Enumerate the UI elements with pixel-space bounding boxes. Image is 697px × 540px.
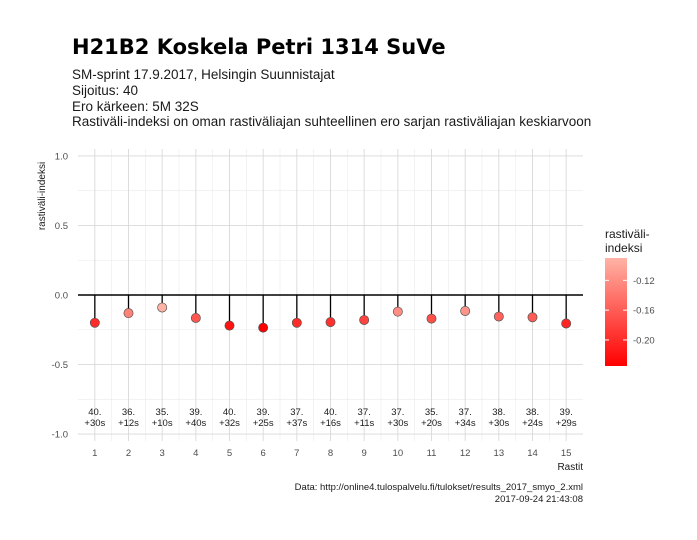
point-label-diff: +30s — [488, 418, 509, 429]
point-label-rank: 39. — [257, 407, 270, 418]
point-label-rank: 38. — [492, 407, 505, 418]
x-tick-label: 10 — [393, 448, 404, 459]
x-tick-label: 7 — [294, 448, 299, 459]
data-point — [392, 306, 403, 317]
x-tick-label: 6 — [261, 448, 266, 459]
x-tick-label: 4 — [193, 448, 198, 459]
x-tick-label: 12 — [460, 448, 471, 459]
x-axis-title: Rastit — [557, 462, 583, 473]
y-tick-label: -1.0 — [52, 430, 68, 441]
legend-title-line-1: rastiväli- — [605, 227, 650, 241]
y-tick-label: 0.0 — [55, 291, 68, 302]
point-label-rank: 36. — [122, 407, 135, 418]
x-tick-label: 3 — [160, 448, 165, 459]
point-label-diff: +34s — [455, 418, 476, 429]
x-tick-label: 13 — [494, 448, 505, 459]
x-tick-label: 5 — [227, 448, 232, 459]
point-label-rank: 38. — [526, 407, 539, 418]
legend-colorbar — [605, 258, 627, 366]
y-tick-label: 0.5 — [55, 221, 68, 232]
point-label-diff: +20s — [421, 418, 442, 429]
point-label-diff: +11s — [354, 418, 374, 429]
subtitle-line-1: SM-sprint 17.9.2017, Helsingin Suunnista… — [72, 67, 335, 82]
x-tick-label: 8 — [328, 448, 333, 459]
data-point — [258, 322, 269, 333]
data-point — [325, 317, 336, 328]
data-point — [190, 312, 201, 323]
data-point — [224, 320, 235, 331]
data-point — [359, 315, 370, 325]
point-label-rank: 40. — [223, 407, 236, 418]
point-labels: 40.+30s36.+12s35.+10s39.+40s40.+32s39.+2… — [84, 407, 576, 429]
point-label-rank: 39. — [189, 407, 202, 418]
x-tick-label: 1 — [92, 448, 97, 459]
y-axis-title: rastiväli-indeksi — [37, 162, 48, 230]
point-label-rank: 40. — [324, 407, 337, 418]
point-label-diff: +37s — [286, 418, 307, 429]
caption-timestamp: 2017-09-24 21:43:08 — [495, 494, 583, 505]
point-label-rank: 35. — [156, 407, 169, 418]
chart-title: H21B2 Koskela Petri 1314 SuVe — [72, 35, 446, 59]
x-axis: 1 2 3 4 5 6 7 8 9 10 11 12 13 14 15 — [92, 448, 571, 459]
legend-ticks: -0.12 -0.16 -0.20 — [605, 276, 655, 346]
point-label-rank: 37. — [459, 407, 472, 418]
point-label-rank: 37. — [391, 407, 404, 418]
point-label-rank: 37. — [358, 407, 371, 418]
subtitle-line-4: Rastiväli-indeksi on oman rastiväliajan … — [72, 114, 591, 129]
data-point — [426, 313, 437, 324]
y-tick-label: 1.0 — [55, 151, 68, 162]
y-axis: -1.0 -0.5 0.0 0.5 1.0 — [52, 151, 68, 440]
data-point — [291, 317, 302, 328]
point-label-diff: +12s — [118, 418, 139, 429]
legend: rastiväli- indeksi -0.12 -0.16 -0.20 — [605, 227, 655, 366]
point-label-diff: +32s — [219, 418, 240, 429]
point-label-diff: +10s — [152, 418, 173, 429]
caption-source: Data: http://online4.tulospalvelu.fi/tul… — [295, 482, 583, 493]
x-tick-label: 11 — [427, 448, 437, 459]
data-point — [89, 317, 100, 328]
point-label-diff: +30s — [84, 418, 105, 429]
data-point — [493, 311, 504, 322]
x-tick-label: 9 — [362, 448, 367, 459]
point-label-diff: +24s — [522, 418, 543, 429]
data-point — [561, 318, 572, 329]
point-label-diff: +25s — [253, 418, 274, 429]
legend-tick-label: -0.20 — [633, 335, 655, 346]
subtitle-line-2: Sijoitus: 40 — [72, 83, 138, 98]
data-point — [123, 308, 134, 319]
data-point — [460, 306, 471, 316]
legend-tick-label: -0.12 — [633, 276, 655, 287]
legend-title-line-2: indeksi — [605, 241, 642, 255]
point-label-rank: 35. — [425, 407, 438, 418]
data-point — [157, 302, 168, 313]
point-label-diff: +29s — [556, 418, 577, 429]
point-label-rank: 37. — [290, 407, 303, 418]
data-point — [527, 312, 538, 323]
point-label-diff: +30s — [387, 418, 408, 429]
subtitle-line-3: Ero kärkeen: 5M 32S — [72, 99, 199, 114]
x-tick-label: 2 — [126, 448, 131, 459]
y-tick-label: -0.5 — [52, 360, 68, 371]
legend-tick-label: -0.16 — [633, 306, 655, 317]
x-tick-label: 15 — [561, 448, 572, 459]
data-points — [89, 302, 572, 333]
x-tick-label: 14 — [527, 448, 538, 459]
point-label-rank: 40. — [88, 407, 101, 418]
point-label-diff: +40s — [185, 418, 206, 429]
point-label-rank: 39. — [560, 407, 573, 418]
point-label-diff: +16s — [320, 418, 341, 429]
